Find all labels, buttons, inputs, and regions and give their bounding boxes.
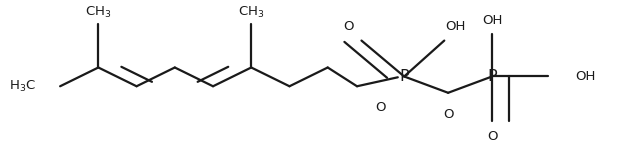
- Text: OH: OH: [482, 14, 502, 27]
- Text: H$_3$C: H$_3$C: [9, 79, 36, 94]
- Text: O: O: [375, 101, 386, 114]
- Text: CH$_3$: CH$_3$: [85, 4, 111, 20]
- Text: P: P: [487, 69, 497, 84]
- Text: CH$_3$: CH$_3$: [238, 4, 264, 20]
- Text: O: O: [443, 108, 453, 121]
- Text: O: O: [487, 130, 497, 143]
- Text: OH: OH: [575, 70, 595, 83]
- Text: OH: OH: [445, 20, 466, 33]
- Text: P: P: [399, 69, 409, 84]
- Text: O: O: [344, 20, 354, 33]
